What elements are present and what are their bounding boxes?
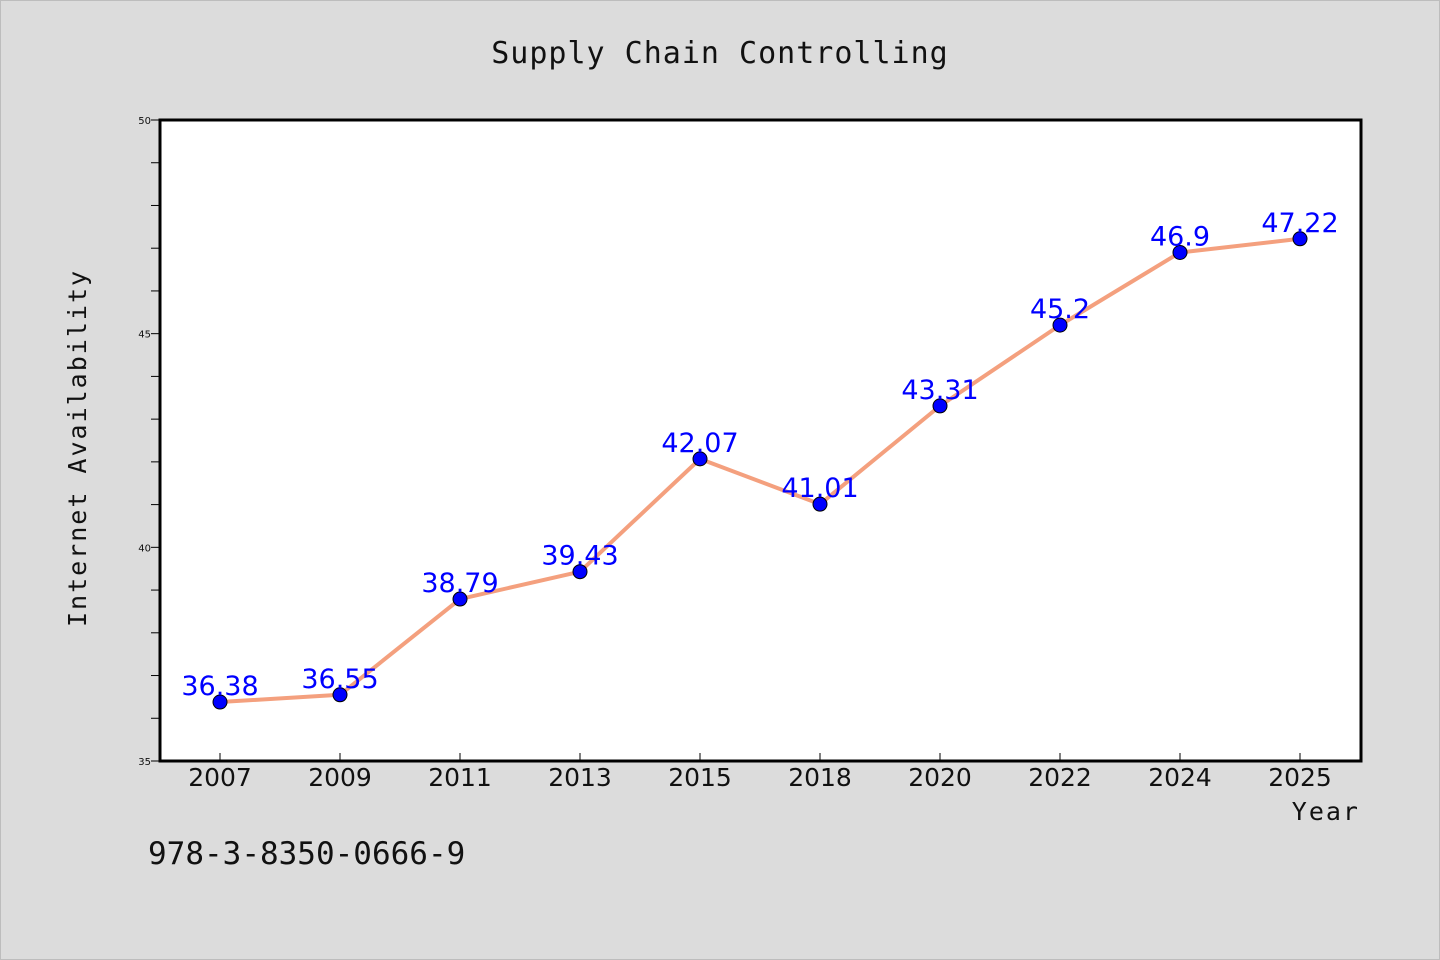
x-tick-label: 2025 xyxy=(1268,763,1332,792)
data-labels-layer: 36.38 36.55 38.79 39.43 42.07 41.01 43.31 45.2 4… xyxy=(181,208,1338,702)
data-point-marker xyxy=(1052,317,1068,333)
data-label: 41.01 xyxy=(781,473,858,504)
data-point-marker xyxy=(932,398,948,414)
data-point-marker xyxy=(1172,244,1188,260)
data-label: 47.22 xyxy=(1261,208,1338,239)
data-label: 36.38 xyxy=(181,671,258,702)
x-tick-label: 2020 xyxy=(908,763,972,792)
data-point-marker xyxy=(452,591,468,607)
y-tick-label: 50 xyxy=(138,116,151,127)
data-label: 36.55 xyxy=(301,664,378,695)
x-tick-label: 2009 xyxy=(308,763,372,792)
data-label: 43.31 xyxy=(901,375,978,406)
x-axis-ticks: 2007 2009 2011 2013 2015 2018 2020 2022 2024 2025 xyxy=(188,753,1332,792)
x-tick-label: 2011 xyxy=(428,763,492,792)
data-point-marker xyxy=(692,451,708,467)
y-tick-label: 35 xyxy=(138,757,151,768)
data-label: 39.43 xyxy=(541,541,618,572)
data-point-marker xyxy=(812,496,828,512)
chart-title: Supply Chain Controlling xyxy=(491,36,948,71)
series-line xyxy=(218,236,1302,705)
y-tick-label: 45 xyxy=(138,330,151,341)
series-layer xyxy=(212,231,1308,710)
x-axis-label: Year xyxy=(1292,797,1360,826)
data-label: 46.9 xyxy=(1150,221,1210,252)
y-axis-label: Internet Availability xyxy=(63,269,92,627)
x-tick-label: 2015 xyxy=(668,763,732,792)
y-axis-ticks: 35 40 45 50 xyxy=(138,116,160,768)
data-point-marker xyxy=(212,694,228,710)
x-tick-label: 2013 xyxy=(548,763,612,792)
data-label: 45.2 xyxy=(1030,294,1090,325)
x-tick-label: 2007 xyxy=(188,763,252,792)
y-tick-label: 40 xyxy=(138,543,151,554)
data-point-marker xyxy=(1292,231,1308,247)
isbn-text: 978-3-8350-0666-9 xyxy=(148,836,465,872)
plot-area xyxy=(158,118,1363,763)
data-label: 42.07 xyxy=(661,428,738,459)
data-label: 38.79 xyxy=(421,568,498,599)
data-point-marker xyxy=(572,564,588,580)
x-tick-label: 2018 xyxy=(788,763,852,792)
data-point-marker xyxy=(332,687,348,703)
x-tick-label: 2024 xyxy=(1148,763,1212,792)
x-tick-label: 2022 xyxy=(1028,763,1092,792)
